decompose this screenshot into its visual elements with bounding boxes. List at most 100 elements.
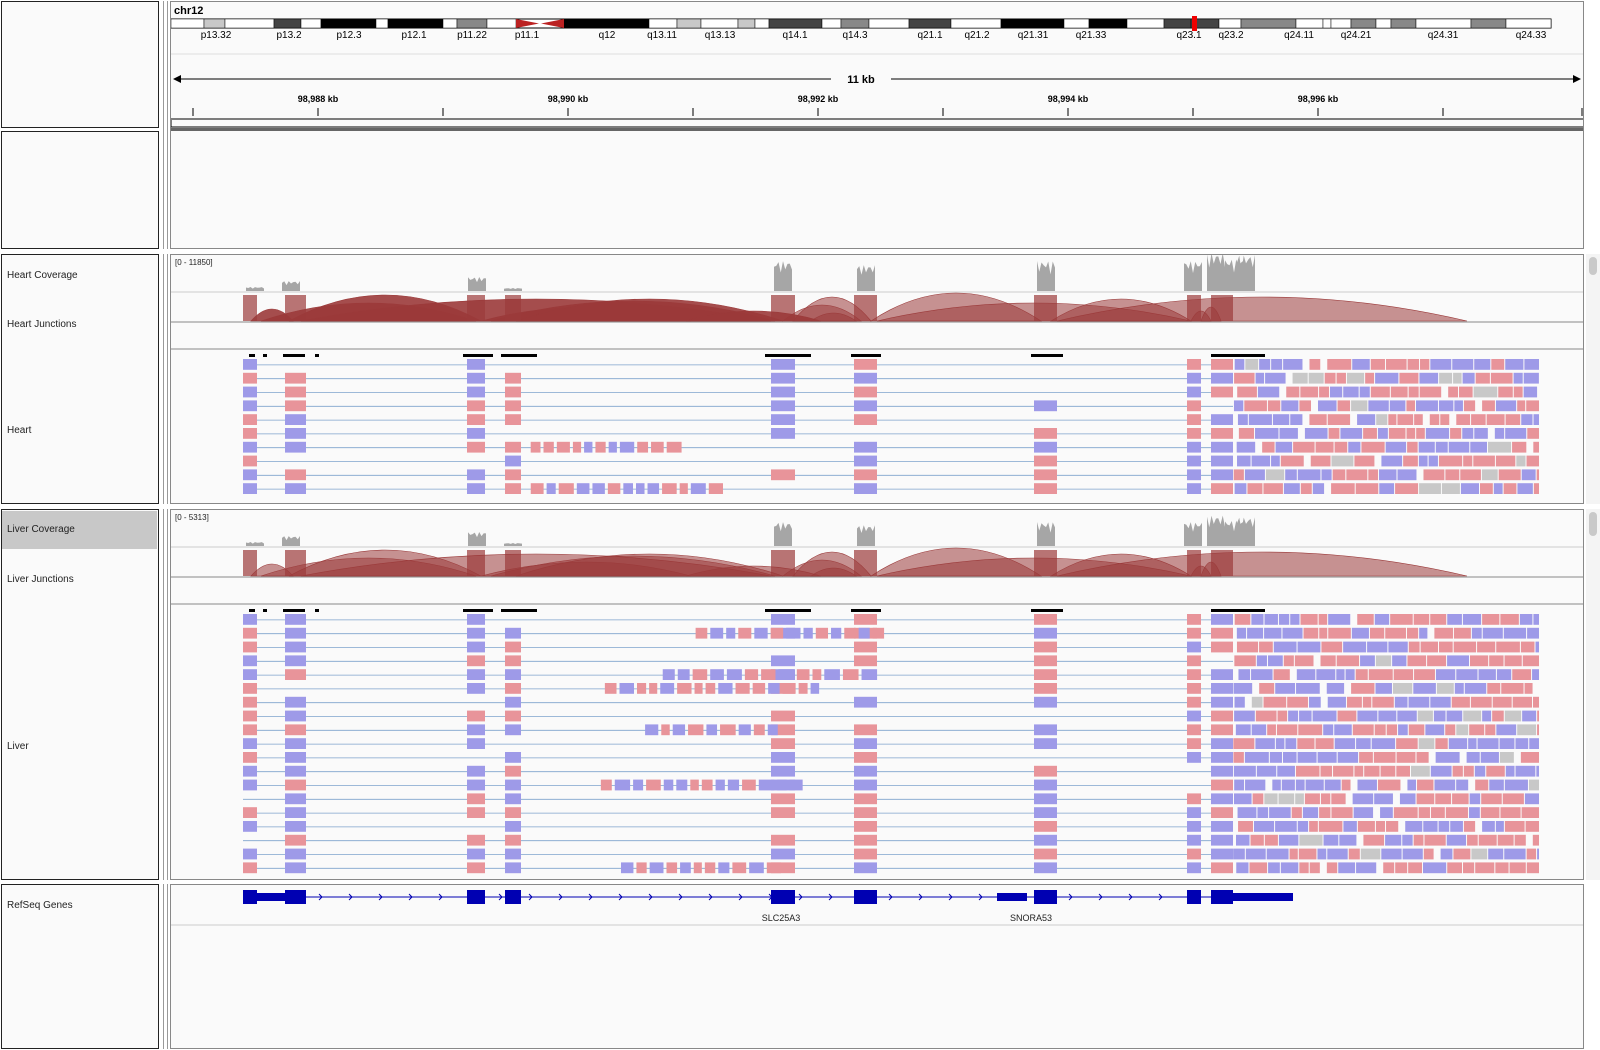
read-block [1525, 821, 1539, 832]
read-block [1474, 765, 1486, 777]
read-block [1419, 386, 1442, 398]
read-block [1454, 400, 1463, 412]
ideogram-band [648, 18, 678, 29]
read-block [1271, 359, 1283, 370]
coverage-peak [282, 281, 300, 291]
read-block [1390, 386, 1408, 398]
read-block [1248, 414, 1272, 425]
read-block [285, 655, 306, 667]
read-block [1211, 359, 1233, 370]
read-block [1447, 655, 1470, 667]
read-block [243, 683, 257, 694]
track-name-heart[interactable]: Heart [7, 425, 32, 436]
coding-exon [1211, 890, 1233, 904]
read-block [1234, 359, 1245, 370]
read-block [1474, 428, 1488, 439]
gene-label-snora53[interactable]: SNORA53 [1010, 913, 1052, 923]
liver-tracks-svg[interactable] [171, 510, 1583, 879]
read-block [1379, 483, 1395, 494]
read-block [1393, 807, 1418, 818]
read-block [1324, 372, 1336, 384]
read-block [710, 627, 724, 639]
read-block [1211, 627, 1233, 639]
read-block [770, 627, 784, 639]
liver-coverage-range: [0 - 5313] [175, 513, 209, 522]
read-block [1187, 627, 1201, 639]
read-block [680, 862, 691, 874]
strand-arrow [888, 893, 893, 901]
track-name-heart-coverage[interactable]: Heart Coverage [7, 270, 78, 281]
track-name-liver[interactable]: Liver [7, 741, 29, 752]
read-block [467, 834, 485, 846]
read-block [1323, 834, 1339, 846]
downsample-marker [463, 609, 493, 612]
read-block [1450, 428, 1462, 439]
read-block [1211, 372, 1233, 384]
read-block [1251, 669, 1273, 680]
heart-scrollbar[interactable] [1586, 254, 1600, 504]
read-block [649, 683, 658, 694]
read-block [1406, 428, 1416, 439]
coding-exon [771, 890, 795, 904]
chromosome-ideogram[interactable]: p13.32 p13.2 p12.3 p12.1 p11.22 p11.1 q12 q13.1… [171, 16, 1552, 41]
read-block [1408, 696, 1430, 708]
read-block [778, 669, 794, 680]
liver-scroll-thumb[interactable] [1589, 512, 1597, 536]
track-name-heart-junctions[interactable]: Heart Junctions [7, 319, 77, 330]
track-name-refseq[interactable]: RefSeq Genes [7, 900, 73, 911]
read-block [1320, 793, 1331, 805]
read-block [1326, 683, 1345, 694]
read-block [854, 655, 877, 667]
read-block [285, 669, 306, 680]
read-block [1316, 669, 1336, 680]
read-block [854, 441, 877, 453]
read-block [1034, 627, 1057, 639]
read-block [1283, 483, 1300, 494]
read-block [1493, 483, 1503, 494]
read-block [1469, 793, 1481, 805]
track-name-liver-junctions[interactable]: Liver Junctions [7, 574, 74, 585]
read-block [1363, 428, 1377, 439]
heart-scroll-thumb[interactable] [1589, 257, 1597, 275]
read-block [1392, 683, 1413, 694]
gene-label-slc25a3[interactable]: SLC25A3 [762, 913, 801, 923]
read-block [1251, 696, 1263, 708]
read-block [505, 834, 521, 846]
read-block [1464, 683, 1487, 694]
refseq-track-svg[interactable]: SLC25A3 SNORA53 [171, 885, 1583, 1048]
read-block [1296, 683, 1320, 694]
read-block [1272, 779, 1281, 791]
read-block [735, 683, 750, 694]
read-block [1500, 807, 1521, 818]
downsample-marker [765, 354, 811, 357]
read-block [1298, 724, 1323, 736]
read-block [1504, 848, 1526, 860]
read-block [1343, 641, 1367, 653]
read-block [1278, 614, 1290, 625]
read-block [1416, 752, 1429, 763]
ideogram-band [737, 18, 756, 29]
ruler[interactable]: 98,988 kb 98,990 kb 98,992 kb 98,994 kb 98,9… [171, 94, 1583, 128]
read-block [467, 483, 485, 494]
read-block [771, 414, 795, 425]
read-block [1488, 441, 1512, 453]
liver-scrollbar[interactable] [1586, 509, 1600, 880]
heart-tracks-svg[interactable] [171, 255, 1583, 503]
read-block [1427, 655, 1447, 667]
read-block [505, 752, 521, 763]
read-block [1211, 455, 1233, 467]
read-block [1187, 386, 1201, 398]
read-block [243, 614, 257, 625]
read-block [688, 724, 704, 736]
ideogram-band [300, 18, 322, 29]
read-block [1238, 821, 1253, 832]
read-block [1346, 469, 1368, 481]
track-name-liver-coverage[interactable]: Liver Coverage [2, 511, 157, 549]
read-block [1402, 848, 1423, 860]
coverage-peak [1237, 517, 1255, 546]
read-block [1297, 469, 1321, 481]
read-block [1034, 821, 1057, 832]
read-block [1487, 683, 1501, 694]
read-block [1395, 483, 1419, 494]
read-block [1406, 627, 1419, 639]
